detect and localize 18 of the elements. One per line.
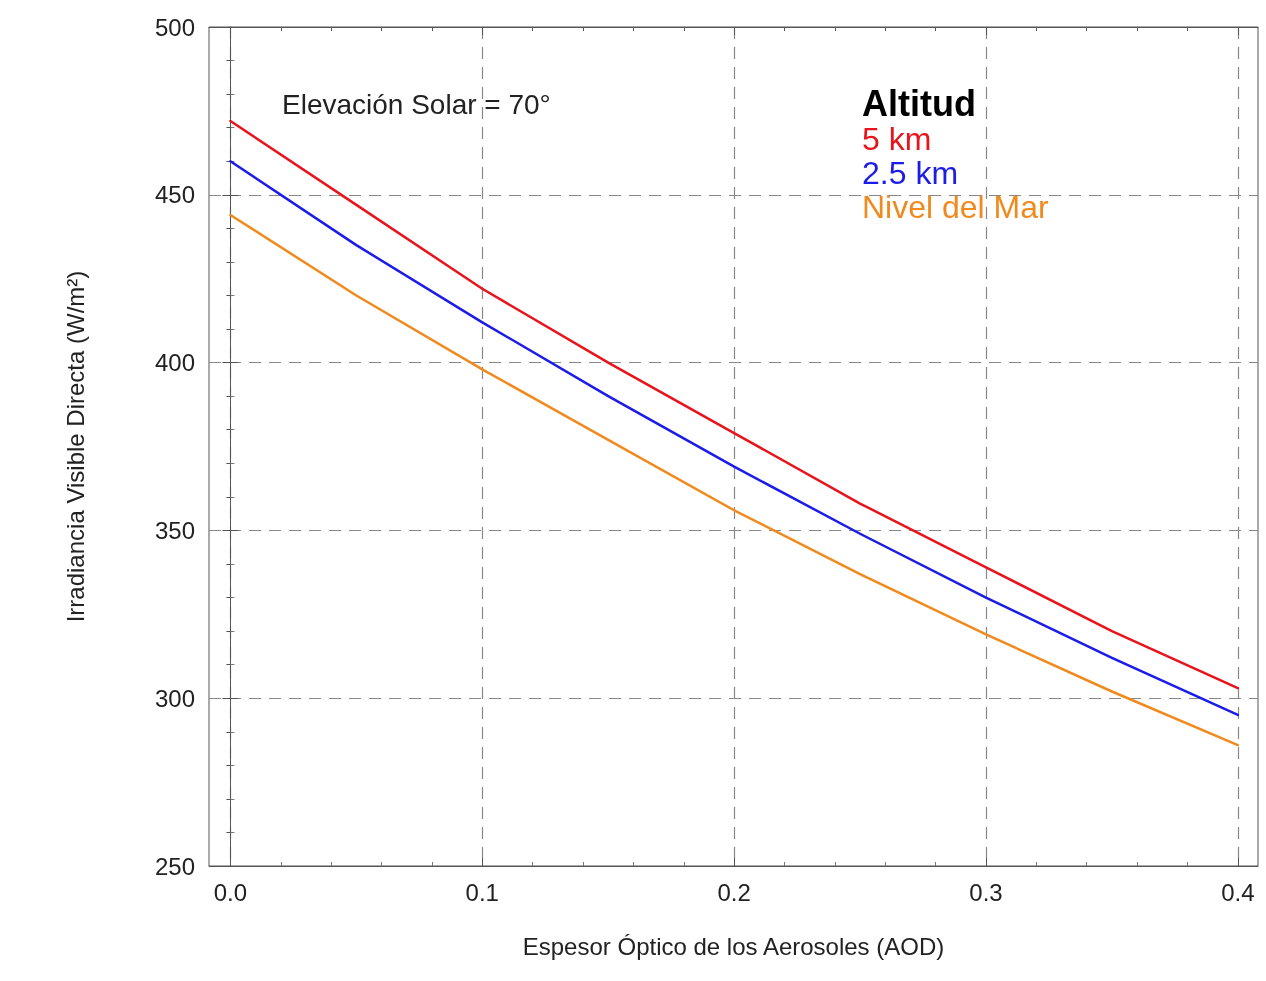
y-axis-title: Irradiancia Visible Directa (W/m²) xyxy=(61,270,89,623)
text: 2.5 km xyxy=(862,155,959,191)
x-axis-title: Espesor Óptico de los Aerosoles (AOD) xyxy=(522,932,945,960)
x-tick-label: 0.3 xyxy=(969,878,1003,906)
annotation: Elevación Solar = 70° xyxy=(282,88,551,120)
x-tick-label: 0.0 xyxy=(213,878,248,906)
x-tick-label: 0.4 xyxy=(1221,878,1255,906)
y-tick-label: 400 xyxy=(154,349,195,377)
text: Nivel del Mar xyxy=(862,189,1050,225)
y-tick-label: 300 xyxy=(154,684,195,712)
y-tick-label: 350 xyxy=(154,516,195,544)
x-tick-label: 0.1 xyxy=(465,878,499,906)
x-tick-label: 0.2 xyxy=(717,878,751,906)
y-tick-label: 500 xyxy=(154,13,195,41)
text: 5 km xyxy=(862,121,932,157)
y-tick-label: 250 xyxy=(154,852,195,880)
legend-title: Altitud xyxy=(862,82,976,124)
y-tick-label: 450 xyxy=(154,181,195,209)
